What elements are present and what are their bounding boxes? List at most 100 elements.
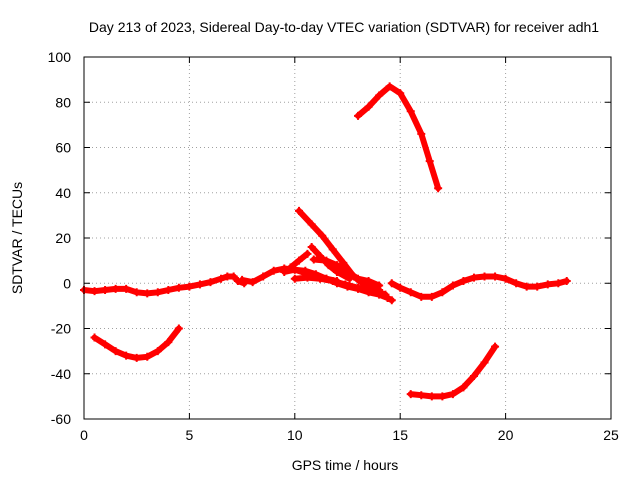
- data-point: [354, 111, 363, 120]
- data-point: [153, 288, 162, 297]
- data-point: [217, 274, 226, 283]
- data-point: [290, 274, 299, 283]
- data-point: [469, 372, 478, 381]
- data-point: [448, 281, 457, 290]
- data-point: [132, 288, 141, 297]
- data-point: [396, 89, 405, 98]
- data-point: [309, 255, 318, 264]
- y-tick-label: 60: [55, 140, 71, 156]
- data-point: [396, 283, 405, 292]
- data-point: [259, 272, 268, 281]
- data-point: [90, 333, 99, 342]
- data-point: [375, 91, 384, 100]
- data-point: [164, 338, 173, 347]
- y-tick-label: 20: [55, 230, 71, 246]
- data-point: [318, 231, 327, 240]
- data-point: [345, 274, 354, 283]
- data-point: [417, 292, 426, 301]
- y-tick-label: -20: [51, 321, 71, 337]
- data-point: [438, 392, 447, 401]
- data-point: [301, 266, 310, 275]
- data-point: [387, 296, 396, 305]
- data-point: [206, 278, 215, 287]
- data-point: [375, 281, 384, 290]
- data-point: [328, 276, 337, 285]
- data-point: [132, 353, 141, 362]
- data-point: [533, 282, 542, 291]
- data-point: [90, 287, 99, 296]
- data-point: [387, 279, 396, 288]
- data-point: [341, 280, 350, 289]
- tick-layer: 0 5 10 15 20 25 -60 -40 -20 0 20 40 60 80 100: [48, 49, 619, 443]
- data-point: [332, 261, 341, 270]
- data-point: [195, 280, 204, 289]
- data-point: [174, 324, 183, 333]
- data-point: [427, 292, 436, 301]
- data-point: [406, 390, 415, 399]
- x-tick-label: 0: [80, 427, 88, 443]
- series-pass-12: [407, 343, 499, 400]
- y-tick-label: -40: [51, 366, 71, 382]
- data-point: [303, 273, 312, 282]
- data-point: [354, 274, 363, 283]
- data-point: [174, 283, 183, 292]
- data-point: [501, 274, 510, 283]
- data-point: [307, 220, 316, 229]
- data-point: [512, 279, 521, 288]
- data-point: [417, 391, 426, 400]
- data-point: [238, 275, 247, 284]
- data-point: [328, 245, 337, 254]
- data-point: [280, 267, 289, 276]
- data-point: [385, 82, 394, 91]
- data-point: [522, 282, 531, 291]
- data-point: [303, 249, 312, 258]
- data-point: [111, 284, 120, 293]
- plot-frame: [83, 56, 612, 420]
- data-point: [469, 273, 478, 282]
- data-point: [185, 282, 194, 291]
- x-tick-label: 10: [287, 427, 303, 443]
- x-tick-label: 5: [186, 427, 194, 443]
- data-point: [491, 272, 500, 281]
- data-point: [354, 283, 363, 292]
- y-tick-label: 0: [63, 275, 71, 291]
- data-point: [339, 258, 348, 267]
- data-point: [143, 289, 152, 298]
- data-point: [480, 272, 489, 281]
- data-point: [425, 157, 434, 166]
- data-point: [101, 286, 110, 295]
- data-point: [448, 390, 457, 399]
- data-point: [101, 340, 110, 349]
- y-axis-label: SDTVAR / TECUs: [9, 182, 25, 294]
- data-point: [364, 276, 373, 285]
- y-tick-label: 100: [48, 49, 72, 65]
- data-point: [229, 272, 238, 281]
- y-tick-label: 80: [55, 94, 71, 110]
- data-point: [459, 383, 468, 392]
- series-pass-11: [91, 325, 182, 361]
- x-axis-label: GPS time / hours: [292, 457, 399, 473]
- data-point: [491, 342, 500, 351]
- x-tick-label: 20: [498, 427, 514, 443]
- data-point: [286, 263, 295, 272]
- data-point: [434, 184, 443, 193]
- data-point: [153, 347, 162, 356]
- data-point: [406, 107, 415, 116]
- y-tick-label: -60: [51, 411, 71, 427]
- data-point: [143, 352, 152, 361]
- data-point: [269, 266, 278, 275]
- data-point: [417, 129, 426, 138]
- data-point: [164, 286, 173, 295]
- data-point: [316, 252, 325, 261]
- data-point: [364, 102, 373, 111]
- data-point: [332, 267, 341, 276]
- series-pass-10: [355, 83, 442, 192]
- data-point: [122, 351, 131, 360]
- data-point: [480, 358, 489, 367]
- data-point: [122, 284, 131, 293]
- data-point: [459, 276, 468, 285]
- data-point: [438, 288, 447, 297]
- data-point: [295, 206, 304, 215]
- data-point: [295, 256, 304, 265]
